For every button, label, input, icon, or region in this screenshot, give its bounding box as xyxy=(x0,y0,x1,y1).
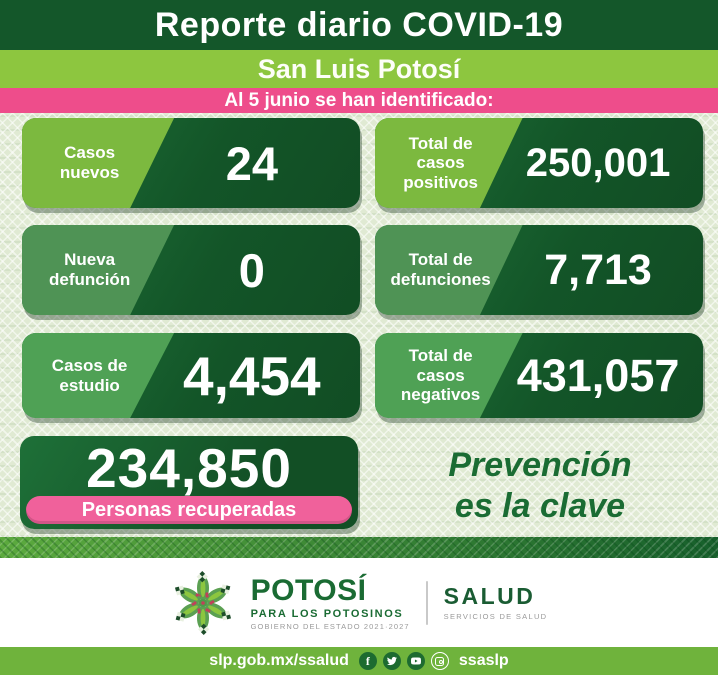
page-title: Reporte diario COVID-19 xyxy=(154,5,564,44)
stat-label: Casos de estudio xyxy=(51,355,128,395)
recovered-card: 234,850 Personas recuperadas xyxy=(20,436,358,529)
recovered-value: 234,850 xyxy=(86,437,292,499)
instagram-glyph xyxy=(435,656,445,666)
stat-card-casos-nuevos: Casos nuevos 24 xyxy=(22,118,360,208)
potosi-logo-subline: GOBIERNO DEL ESTADO 2021·2027 xyxy=(250,621,410,631)
youtube-icon[interactable] xyxy=(406,652,425,670)
stat-label: Nueva defunción xyxy=(48,250,131,289)
stat-card-nueva-defuncion: Nueva defunción 0 xyxy=(22,225,360,315)
footer-logos: POTOSÍ PARA LOS POTOSINOS GOBIERNO DEL E… xyxy=(0,558,718,647)
state-bar: San Luis Potosí xyxy=(0,50,718,88)
salud-logo-subline: SERVICIOS DE SALUD xyxy=(443,612,548,622)
stat-card-casos-estudio: Casos de estudio 4,454 xyxy=(22,333,360,418)
recovered-pill: Personas recuperadas xyxy=(26,496,352,524)
stat-label: Total de defunciones xyxy=(390,250,491,289)
prevention-message: Prevención es la clave xyxy=(448,446,632,525)
potosi-logo: POTOSÍ PARA LOS POTOSINOS GOBIERNO DEL E… xyxy=(251,574,410,631)
stat-value: 24 xyxy=(225,136,278,190)
stat-label: Total de casos positivos xyxy=(403,133,478,192)
logo-divider xyxy=(425,580,428,625)
stat-card-total-negativos: Total de casos negativos 431,057 xyxy=(375,333,703,418)
potosi-emblem-icon xyxy=(171,570,234,635)
stat-label: Casos nuevos xyxy=(59,143,120,182)
social-icons-row: f xyxy=(358,652,449,670)
instagram-icon[interactable] xyxy=(430,652,449,670)
date-banner-text: Al 5 junio se han identificado: xyxy=(224,89,494,111)
stat-value: 0 xyxy=(238,243,265,297)
stat-card-total-positivos: Total de casos positivos 250,001 xyxy=(375,118,703,208)
facebook-icon[interactable]: f xyxy=(358,652,377,670)
green-divider-band xyxy=(0,537,718,558)
state-name: San Luis Potosí xyxy=(257,53,461,84)
stat-value: 4,454 xyxy=(183,344,321,407)
bottom-social-bar: slp.gob.mx/ssalud f ssaslp xyxy=(0,647,718,675)
potosi-logo-tagline: PARA LOS POTOSINOS xyxy=(250,607,404,620)
salud-logo: SALUD SERVICIOS DE SALUD xyxy=(443,582,548,622)
stat-label: Total de casos negativos xyxy=(400,346,481,405)
date-banner: Al 5 junio se han identificado: xyxy=(0,88,718,113)
potosi-logo-name: POTOSÍ xyxy=(250,573,367,607)
stat-value: 250,001 xyxy=(525,140,671,185)
header-bar: Reporte diario COVID-19 xyxy=(0,0,718,50)
stat-card-total-defunciones: Total de defunciones 7,713 xyxy=(375,225,703,315)
stat-value: 7,713 xyxy=(544,245,652,294)
salud-logo-name: SALUD xyxy=(443,582,536,609)
stat-value: 431,057 xyxy=(516,349,680,401)
twitter-icon[interactable] xyxy=(382,652,401,670)
website-url[interactable]: slp.gob.mx/ssalud xyxy=(209,652,349,669)
social-handle: ssaslp xyxy=(458,652,509,669)
recovered-label: Personas recuperadas xyxy=(81,498,297,521)
